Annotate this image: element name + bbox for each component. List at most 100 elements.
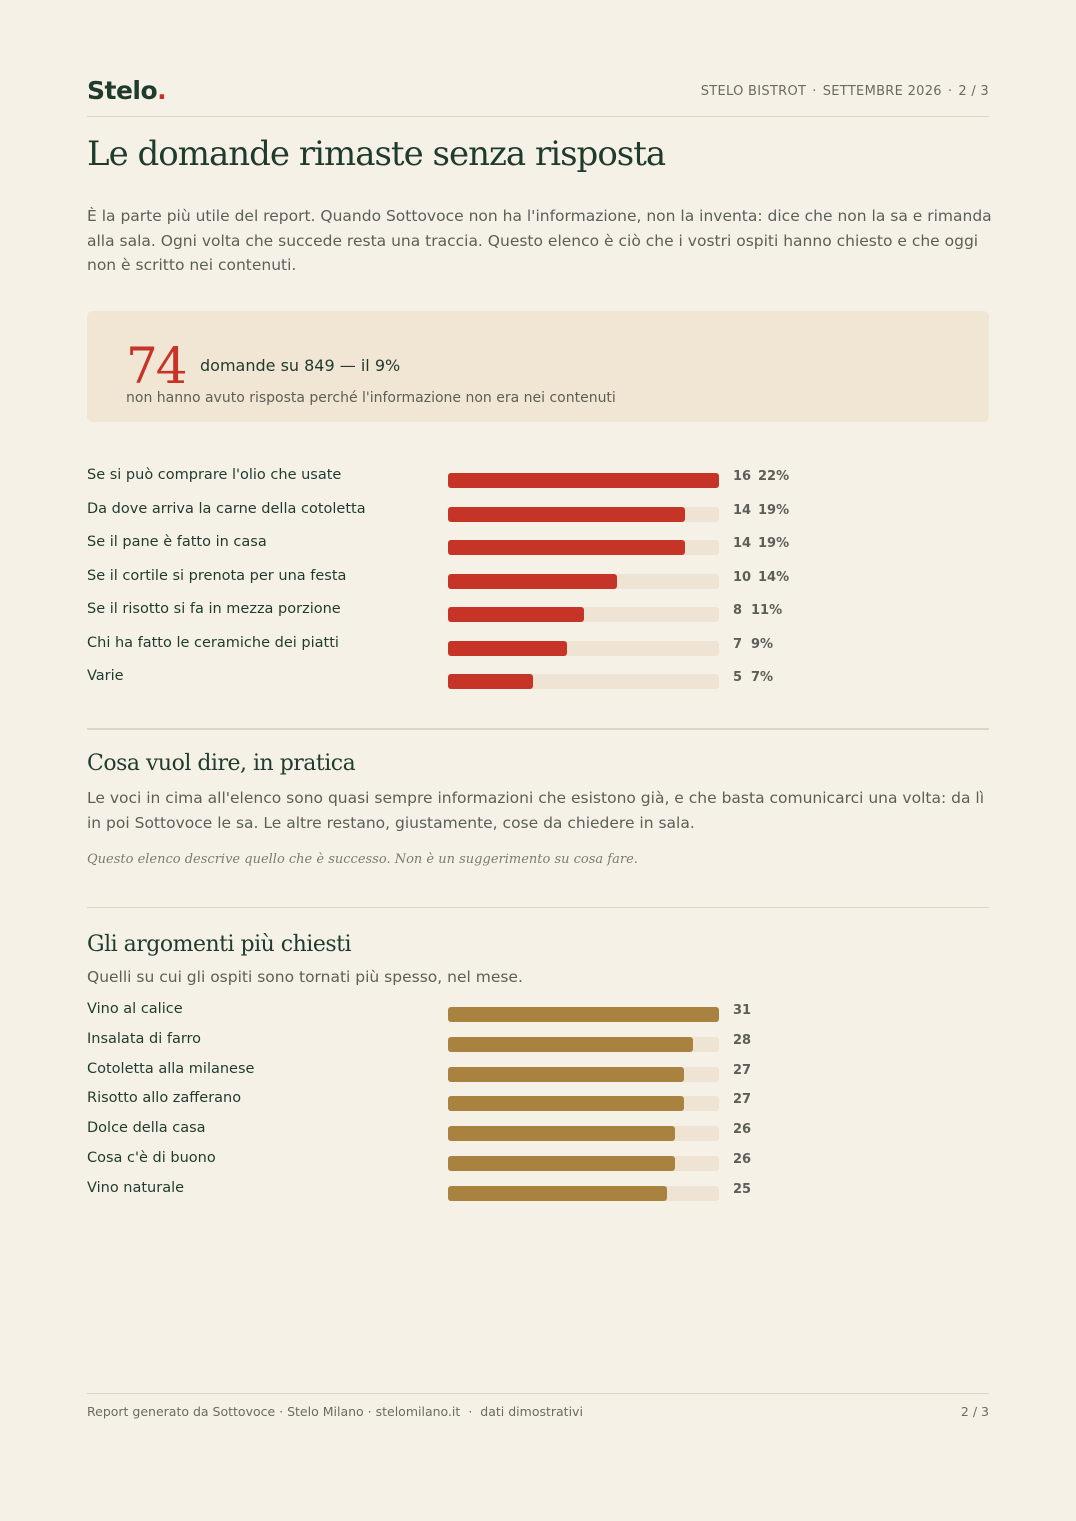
bar-value-label: 31 <box>733 1003 752 1018</box>
bar-value-label: 28 <box>733 1032 752 1048</box>
page-number: 2 / 3 <box>958 84 989 99</box>
bar-label: Vino naturale <box>87 1179 185 1196</box>
bar-label: Cotoletta alla milanese <box>87 1060 255 1077</box>
page-footer: Report generato da Sottovoce · Stelo Mil… <box>87 1393 989 1424</box>
bar <box>448 573 618 589</box>
bar-track <box>448 607 719 622</box>
bar-percent-label: 9% <box>751 636 774 652</box>
bar <box>448 1096 685 1112</box>
bar-track <box>448 1066 719 1082</box>
bar <box>448 640 567 656</box>
bar-track <box>448 506 719 522</box>
bar-row: Se il risotto si fa in mezza porzione 8 11… <box>87 601 989 622</box>
bar-track <box>448 674 719 689</box>
section-divider <box>87 728 989 730</box>
bar-track <box>448 540 719 555</box>
bar-row: Da dove arriva la carne della cotoletta 1… <box>87 500 989 522</box>
bar-row: Se il cortile si prenota per una festa 10… <box>87 567 989 589</box>
bar-row: Cosa c'è di buono 26 <box>87 1150 989 1171</box>
bar-value-label: 8 <box>733 603 743 618</box>
summary-callout: 74 domande su 849 — il 9% non hanno avut… <box>87 311 989 422</box>
bar-percent-label: 11% <box>751 603 783 618</box>
bar-value-label: 16 <box>733 469 752 484</box>
bar-row: Cotoletta alla milanese 27 <box>87 1060 989 1082</box>
footer-credit: Report generato da Sottovoce · Stelo Mil… <box>87 1404 461 1419</box>
practice-text: Le voci in cima all'elenco sono quasi se… <box>87 789 984 832</box>
bar-row: Risotto allo zafferano 27 <box>87 1090 989 1112</box>
intro-paragraph: È la parte più utile del report. Quando … <box>87 207 992 274</box>
bar-track <box>448 640 719 656</box>
bar-percent-label: 19% <box>758 536 790 551</box>
bar-row: Vino al calice 31 <box>87 1001 989 1022</box>
bar-label: Dolce della casa <box>87 1120 206 1137</box>
bar <box>448 674 533 689</box>
bar-value-label: 14 <box>733 502 752 518</box>
bar-value-label: 5 <box>733 670 743 685</box>
practice-note: Questo elenco descrive quello che è succ… <box>87 852 638 867</box>
unanswered-count: 74 <box>126 337 188 395</box>
logo-text: Stelo <box>87 76 158 105</box>
report-month: SETTEMBRE 2026 <box>822 84 942 99</box>
bar-track <box>448 1036 719 1052</box>
bar-value-label: 7 <box>733 636 743 652</box>
bar-row: Chi ha fatto le ceramiche dei piatti 7 9% <box>87 634 989 656</box>
bar-track <box>448 1096 719 1112</box>
bar-row: Vino naturale 25 <box>87 1179 989 1201</box>
bar-value-label: 25 <box>733 1181 752 1197</box>
logo-dot: . <box>157 76 167 105</box>
bar-value-label: 10 <box>733 569 752 585</box>
bar-label: Se il cortile si prenota per una festa <box>87 567 347 584</box>
bar-label: Se il risotto si fa in mezza porzione <box>87 601 341 617</box>
bar-track <box>448 1007 719 1022</box>
logo: Stelo. <box>87 76 167 105</box>
bar-label: Se il pane è fatto in casa <box>87 534 267 550</box>
bar-value-label: 14 <box>733 536 752 551</box>
bar-label: Da dove arriva la carne della cotoletta <box>87 500 366 517</box>
bar-track <box>448 1156 719 1171</box>
bar-row: Dolce della casa 26 <box>87 1120 989 1142</box>
bar-row: Se si può comprare l'olio che usate 16 22% <box>87 467 989 488</box>
bar-percent-label: 19% <box>758 502 790 518</box>
practice-heading: Cosa vuol dire, in pratica <box>87 751 356 776</box>
header-meta: STELO BISTROT · SETTEMBRE 2026 · 2 / 3 <box>700 84 989 99</box>
bar <box>448 1007 719 1022</box>
bar-value-label: 27 <box>733 1062 752 1078</box>
bar <box>448 1126 676 1142</box>
bar-track <box>448 573 719 589</box>
bar-percent-label: 14% <box>758 569 790 585</box>
bar-value-label: 26 <box>733 1122 752 1138</box>
topics-heading: Gli argomenti più chiesti <box>87 932 352 957</box>
bar <box>448 607 584 622</box>
bar <box>448 1066 685 1082</box>
bar-label: Cosa c'è di buono <box>87 1150 216 1166</box>
unanswered-questions-chart: Se si può comprare l'olio che usate 16 22%… <box>87 467 989 697</box>
page-header: Stelo. STELO BISTROT · SETTEMBRE 2026 · 2 / … <box>87 76 989 117</box>
bar <box>448 1156 676 1171</box>
bar <box>448 473 719 488</box>
top-topics-chart: Vino al calice 31 Insalata di farro 28 Cotol… <box>87 1001 989 1201</box>
bar-label: Vino al calice <box>87 1001 183 1017</box>
bar-value-label: 27 <box>733 1092 752 1108</box>
bar-label: Chi ha fatto le ceramiche dei piatti <box>87 634 339 651</box>
bar-track <box>448 1126 719 1142</box>
venue-name: STELO BISTROT <box>700 84 807 99</box>
bar-track <box>448 1185 719 1201</box>
bar <box>448 1036 693 1052</box>
callout-headline: domande su 849 — il 9% <box>200 356 401 375</box>
page-title: Le domande rimaste senza risposta <box>87 134 666 174</box>
footer-page-number: 2 / 3 <box>960 1404 989 1419</box>
bar-value-label: 26 <box>733 1152 752 1167</box>
bar-row: Insalata di farro 28 <box>87 1031 989 1052</box>
bar-row: Se il pane è fatto in casa 14 19% <box>87 534 989 555</box>
bar <box>448 1185 667 1201</box>
bar-percent-label: 7% <box>751 670 774 685</box>
bar-label: Se si può comprare l'olio che usate <box>87 467 342 483</box>
bar-percent-label: 22% <box>758 469 790 484</box>
bar <box>448 540 686 555</box>
bar-label: Risotto allo zafferano <box>87 1090 242 1107</box>
bar-row: Varie 5 7% <box>87 668 989 689</box>
topics-subheading: Quelli su cui gli ospiti sono tornati pi… <box>87 968 523 986</box>
section-divider <box>87 907 989 908</box>
callout-subline: non hanno avuto risposta perché l'inform… <box>126 390 616 406</box>
